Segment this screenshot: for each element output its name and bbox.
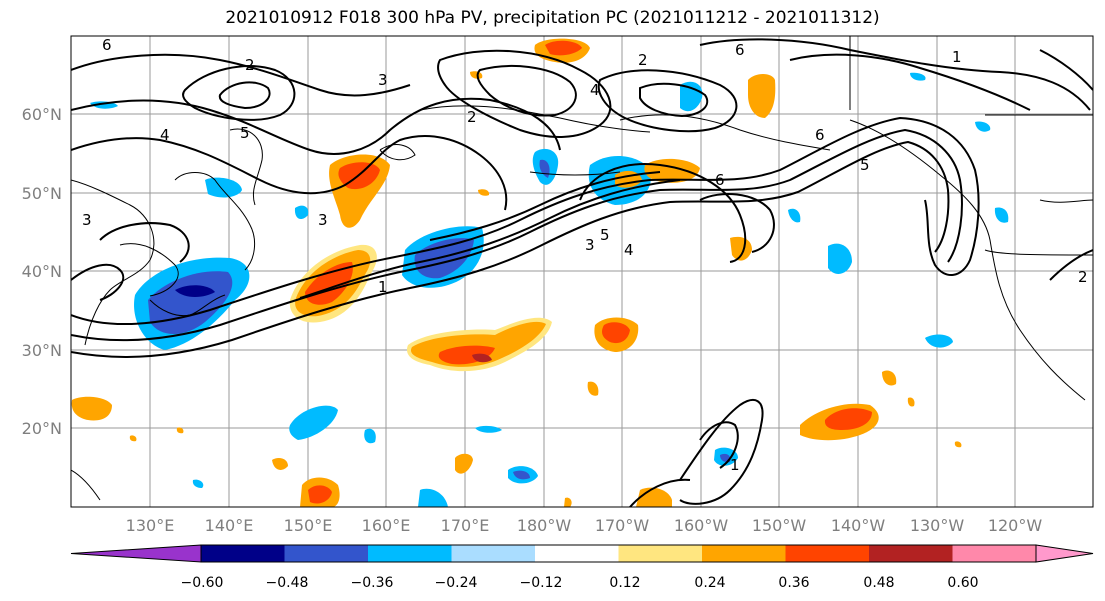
pv-contours bbox=[71, 38, 1093, 507]
svg-text:5: 5 bbox=[240, 124, 250, 142]
colorbar-extend-high bbox=[1035, 544, 1094, 563]
svg-text:6: 6 bbox=[815, 126, 825, 144]
svg-text:20°N: 20°N bbox=[22, 419, 62, 438]
svg-text:120°W: 120°W bbox=[988, 516, 1043, 535]
svg-text:3: 3 bbox=[318, 211, 328, 229]
svg-text:140°W: 140°W bbox=[831, 516, 886, 535]
colorbar-segment bbox=[368, 545, 452, 562]
svg-text:2: 2 bbox=[467, 108, 477, 126]
svg-text:4: 4 bbox=[590, 81, 600, 99]
colorbar-tick: −0.24 bbox=[435, 575, 478, 591]
colorbar-outline bbox=[200, 544, 1037, 563]
svg-text:180°W: 180°W bbox=[517, 516, 572, 535]
coastlines bbox=[71, 36, 1093, 501]
svg-text:130°W: 130°W bbox=[910, 516, 965, 535]
map-title: 2021010912 F018 300 hPa PV, precipitatio… bbox=[225, 8, 880, 28]
colorbar-tick: 0.48 bbox=[863, 575, 894, 591]
pv-contour-labels: 6 6 6 6 5 5 5 4 4 4 3 3 3 3 2 2 1 1 1 2 … bbox=[82, 36, 1088, 474]
colorbar-tick: 0.12 bbox=[609, 575, 640, 591]
svg-text:140°E: 140°E bbox=[205, 516, 254, 535]
svg-text:170°E: 170°E bbox=[441, 516, 490, 535]
colorbar-tick: −0.36 bbox=[351, 575, 394, 591]
colorbar-segment bbox=[702, 545, 786, 562]
longitude-labels: 130°E 140°E 150°E 160°E 170°E 180°W 170°… bbox=[126, 516, 1043, 535]
svg-text:160°W: 160°W bbox=[674, 516, 729, 535]
svg-text:160°E: 160°E bbox=[362, 516, 411, 535]
colorbar-segment bbox=[451, 545, 536, 562]
svg-text:150°W: 150°W bbox=[752, 516, 807, 535]
svg-text:5: 5 bbox=[860, 156, 870, 174]
svg-text:1: 1 bbox=[378, 278, 388, 296]
colorbar-tick: −0.60 bbox=[181, 575, 224, 591]
colorbar-tick: 0.36 bbox=[778, 575, 809, 591]
colorbar-segment bbox=[201, 545, 285, 562]
svg-text:2: 2 bbox=[1078, 268, 1088, 286]
colorbar-extend-low bbox=[70, 544, 202, 563]
colorbar-segment bbox=[785, 545, 870, 562]
map-frame bbox=[70, 35, 1094, 508]
map-content: 6 6 6 6 5 5 5 4 4 4 3 3 3 3 2 2 1 1 1 2 … bbox=[71, 36, 1093, 507]
svg-text:5: 5 bbox=[600, 226, 610, 244]
colorbar-segment bbox=[618, 545, 703, 562]
svg-text:4: 4 bbox=[624, 241, 634, 259]
colorbar-tick-labels: −0.60 −0.48 −0.36 −0.24 −0.12 0.12 0.24 … bbox=[181, 575, 979, 591]
latitude-labels: 60°N 50°N 40°N 30°N 20°N bbox=[22, 105, 62, 438]
svg-text:4: 4 bbox=[160, 126, 170, 144]
colorbar-segment bbox=[284, 545, 369, 562]
svg-text:6: 6 bbox=[102, 36, 112, 54]
svg-text:40°N: 40°N bbox=[22, 262, 62, 281]
svg-text:2: 2 bbox=[638, 51, 648, 69]
colorbar-tick: 0.24 bbox=[694, 575, 725, 591]
colorbar-segment bbox=[952, 545, 1037, 562]
svg-text:170°W: 170°W bbox=[595, 516, 650, 535]
svg-text:6: 6 bbox=[735, 41, 745, 59]
colorbar-tick: −0.12 bbox=[520, 575, 563, 591]
svg-text:1: 1 bbox=[730, 456, 740, 474]
svg-text:6: 6 bbox=[715, 171, 725, 189]
colorbar-segment bbox=[535, 545, 619, 562]
colorbar-tick: −0.48 bbox=[266, 575, 309, 591]
svg-text:30°N: 30°N bbox=[22, 341, 62, 360]
svg-text:3: 3 bbox=[82, 211, 92, 229]
colorbar-segment bbox=[869, 545, 953, 562]
svg-text:3: 3 bbox=[585, 236, 595, 254]
svg-text:60°N: 60°N bbox=[22, 105, 62, 124]
svg-text:130°E: 130°E bbox=[126, 516, 175, 535]
svg-text:2: 2 bbox=[245, 56, 255, 74]
colorbar bbox=[70, 544, 1094, 563]
svg-text:150°E: 150°E bbox=[284, 516, 333, 535]
colorbar-tick: 0.60 bbox=[947, 575, 978, 591]
svg-text:3: 3 bbox=[378, 71, 388, 89]
svg-text:50°N: 50°N bbox=[22, 184, 62, 203]
svg-text:1: 1 bbox=[952, 48, 962, 66]
